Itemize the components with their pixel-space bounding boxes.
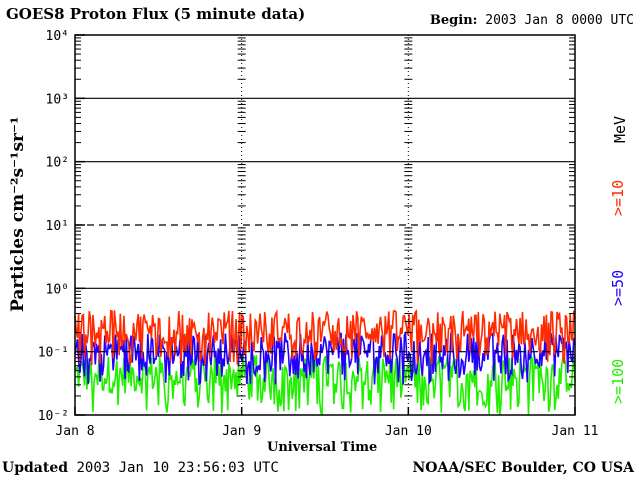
legend-ge10: >=10 <box>609 179 627 216</box>
begin-label: Begin: <box>429 13 478 28</box>
series-line->=50 <box>74 330 576 386</box>
begin-value: 2003 Jan 8 0000 UTC <box>477 13 634 28</box>
y-tick-label: 10⁻¹ <box>38 346 69 361</box>
updated-time: Updated 2003 Jan 10 23:56:03 UTC <box>2 460 279 476</box>
y-tick-label: 10⁴ <box>46 29 69 44</box>
legend-ge50: >=50 <box>609 269 627 306</box>
chart-title: GOES8 Proton Flux (5 minute data) <box>6 5 306 23</box>
y-tick-label: 10¹ <box>46 219 69 234</box>
updated-value: 2003 Jan 10 23:56:03 UTC <box>68 460 279 476</box>
y-tick-label: 10⁻² <box>38 409 69 424</box>
x-tick-label: Jan 9 <box>222 424 261 439</box>
legend-unit-mev: MeV <box>611 115 629 143</box>
begin-time: Begin: 2003 Jan 8 0000 UTC <box>430 13 634 28</box>
x-tick-label: Jan 10 <box>385 424 432 439</box>
series-line->=100 <box>74 353 576 416</box>
updated-label: Updated <box>2 460 69 476</box>
y-tick-label: 10² <box>46 156 69 171</box>
credit-text: NOAA/SEC Boulder, CO USA <box>412 460 635 476</box>
x-axis-label: Universal Time <box>267 440 378 455</box>
y-tick-label: 10³ <box>46 92 69 107</box>
series-line->=10 <box>74 308 576 366</box>
x-tick-label: Jan 8 <box>55 424 94 439</box>
x-tick-label: Jan 11 <box>552 424 599 439</box>
y-tick-label: 10⁰ <box>46 282 69 297</box>
legend-ge100: >=100 <box>609 358 627 404</box>
